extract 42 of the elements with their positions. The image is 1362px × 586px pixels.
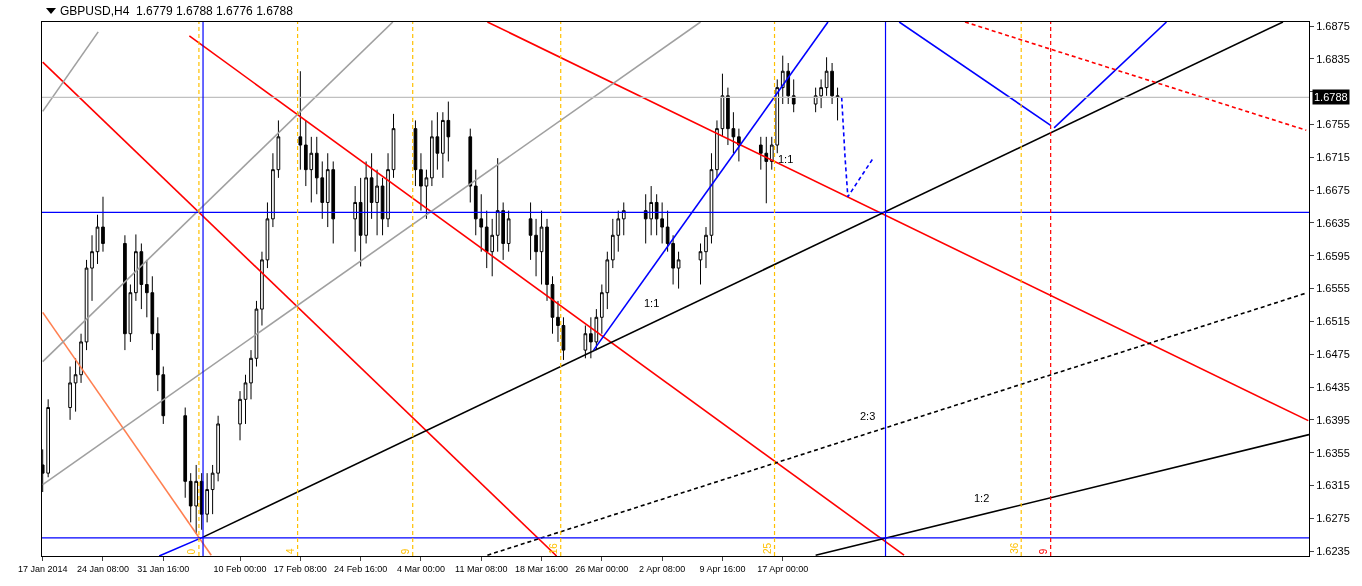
y-tick-label: 1.6235 [1316,544,1350,557]
x-tick-label: 4 Mar 00:00 [396,563,445,574]
x-tick-label: 10 Feb 00:00 [213,563,267,574]
y-tick-label: 1.6515 [1316,315,1350,328]
ref-line-label: 25 [762,542,774,555]
annotation: 1:1 [778,153,794,165]
x-tick-label: 17 Jan 2014 [17,563,68,574]
annotation: 1:1 [644,297,660,309]
ref-line-label: 9 [1038,548,1050,555]
y-tick-label: 1.6475 [1316,348,1350,361]
y-tick-label: 1.6355 [1316,446,1350,459]
x-tick-label: 26 Mar 00:00 [575,563,629,574]
y-tick-label: 1.6555 [1316,282,1350,295]
chart-title: GBPUSD,H4 1.6779 1.6788 1.6776 1.6788 [60,4,294,19]
ref-line-label: 36 [1008,542,1020,554]
ref-line-label: 0 [186,548,198,555]
x-tick-label: 17 Apr 00:00 [757,563,809,574]
y-tick-label: 1.6875 [1316,19,1350,32]
y-tick-label: 1.6595 [1316,249,1350,262]
y-tick-label: 1.6315 [1316,479,1350,492]
y-tick-label: 1.6755 [1316,118,1350,131]
x-tick-label: 17 Feb 08:00 [273,563,327,574]
x-tick-label: 18 Mar 16:00 [515,563,569,574]
ref-line-label: 4 [285,548,297,555]
x-tick-label: 24 Jan 08:00 [76,563,130,574]
ref-line-label: 9 [400,548,412,555]
ref-line-label: 1.6788 [1314,91,1348,103]
annotation: 2:3 [860,410,876,422]
ref-line-label: 16 [548,542,560,555]
y-tick-label: 1.6435 [1316,380,1350,393]
y-tick-label: 1.6635 [1316,216,1350,229]
x-tick-label: 11 Mar 08:00 [455,563,508,574]
x-tick-label: 9 Apr 16:00 [699,563,746,574]
y-tick-label: 1.6835 [1316,52,1350,65]
x-tick-label: 2 Apr 08:00 [639,563,686,574]
y-tick-label: 1.6395 [1316,413,1350,426]
annotation: 1:2 [974,492,990,504]
y-tick-label: 1.6275 [1316,512,1350,525]
y-tick-label: 1.6715 [1316,151,1350,164]
x-tick-label: 24 Feb 16:00 [334,563,388,574]
x-tick-label: 31 Jan 16:00 [137,563,190,574]
y-tick-label: 1.6675 [1316,184,1350,197]
